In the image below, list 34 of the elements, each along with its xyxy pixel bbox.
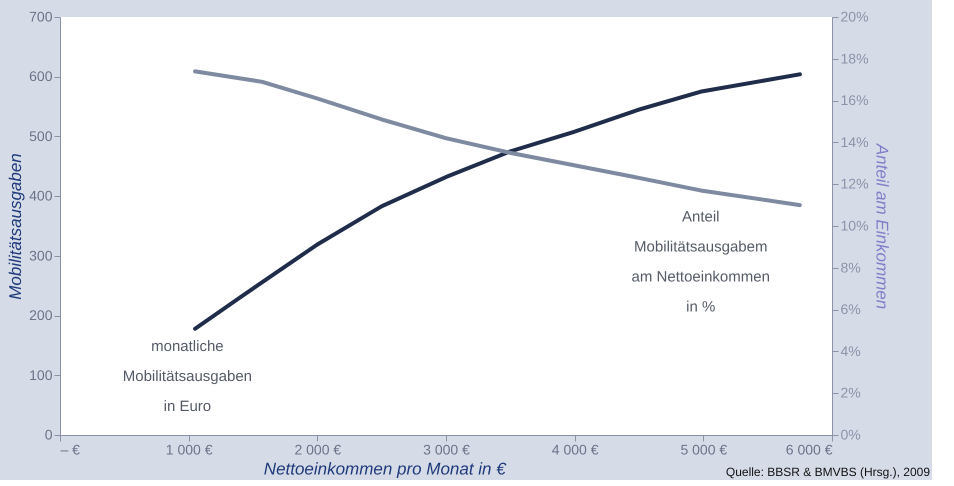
y2-tick-label: 12%: [840, 176, 869, 192]
x-tick-label: 5 000 €: [680, 442, 728, 458]
y2-tick-label: 10%: [840, 218, 869, 234]
y-tick-label: 100: [29, 366, 53, 383]
line-series: [193, 69, 802, 208]
x-axis-title: Nettoeinkommen pro Monat in €: [264, 460, 508, 478]
x-tick-label: 2 000 €: [294, 442, 342, 458]
y-tick-label: 600: [29, 68, 53, 84]
y-tick-label: 400: [29, 188, 53, 204]
y2-tick-label: 14%: [840, 134, 869, 150]
y2-tick-label: 4%: [840, 342, 861, 359]
x-tick-label: 3 000 €: [423, 442, 470, 458]
y-tick-label: 500: [29, 128, 53, 144]
y2-tick-label: 18%: [840, 50, 869, 66]
y-axis-title: Mobilitätsausgaben: [6, 153, 26, 300]
x-tick-label: – €: [60, 442, 80, 458]
y-tick-label: 0: [44, 426, 53, 442]
y2-tick-label: 16%: [840, 92, 869, 108]
y2-tick-label: 2%: [840, 384, 861, 401]
y2-tick-label: 20%: [840, 8, 869, 24]
source-note: Quelle: BBSR & BMVBS (Hrsg.), 2009: [726, 465, 930, 479]
y2-axis-title: Anteil am Einkommen: [872, 142, 892, 310]
y2-tick-label: 8%: [840, 259, 861, 276]
y-tick-label: 200: [29, 307, 53, 324]
y-tick-label: 700: [29, 8, 53, 24]
y2-tick-label: 6%: [840, 301, 861, 318]
x-tick-label: 6 000 €: [786, 442, 833, 458]
x-tick-label: 4 000 €: [552, 442, 599, 458]
x-tick-label: 1 000 €: [166, 442, 213, 458]
y2-tick-label: 0%: [840, 426, 861, 442]
y-tick-label: 300: [29, 247, 53, 264]
series-label: Anteil Mobilitätsausgabem am Nettoeinkommen in %: [632, 208, 770, 316]
text: monatliche Mobilitätsausgaben in Euro: [122, 338, 252, 415]
line-series: [193, 72, 802, 331]
